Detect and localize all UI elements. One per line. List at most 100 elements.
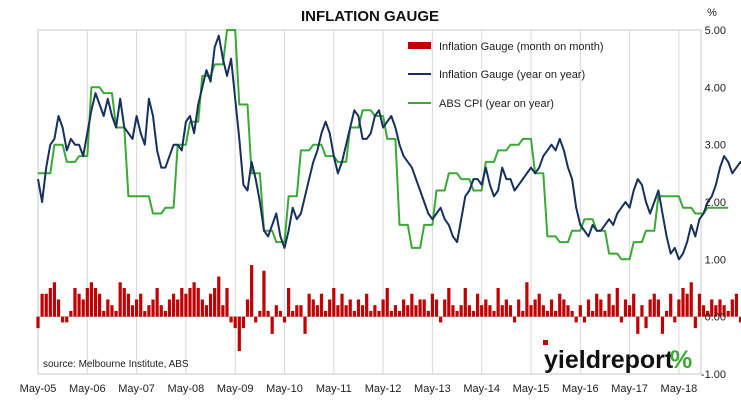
bar-month-on-month: [734, 293, 739, 317]
bar-month-on-month: [332, 288, 336, 317]
bar-month-on-month: [475, 293, 480, 317]
bar-month-on-month: [603, 310, 607, 317]
bar-month-on-month: [287, 288, 291, 317]
bar-month-on-month: [245, 299, 250, 317]
bar-month-on-month: [65, 316, 69, 323]
legend-label-gauge-year-on-year: Inflation Gauge (year on year): [439, 69, 585, 81]
year-on-year-lines: [37, 29, 741, 261]
month-on-month-bars: [36, 265, 741, 352]
bar-month-on-month: [258, 310, 262, 317]
bar-month-on-month: [512, 316, 517, 323]
bar-month-on-month: [61, 316, 65, 323]
bar-month-on-month: [180, 288, 184, 317]
bar-month-on-month: [204, 305, 209, 317]
bar-month-on-month: [196, 288, 200, 317]
logo-dot: [543, 340, 548, 345]
bar-month-on-month: [558, 293, 562, 317]
x-tick-label: May-05: [20, 383, 57, 395]
bar-month-on-month: [365, 293, 369, 317]
bar-month-on-month: [262, 270, 266, 317]
bar-month-on-month: [352, 310, 356, 317]
bar-month-on-month: [430, 293, 435, 317]
bar-month-on-month: [323, 310, 328, 317]
line-gauge-year-on-year: [37, 34, 741, 261]
bar-month-on-month: [114, 310, 118, 317]
bar-month-on-month: [56, 299, 61, 317]
bar-month-on-month: [636, 316, 640, 334]
bar-month-on-month: [615, 288, 619, 317]
bar-month-on-month: [632, 293, 636, 317]
bar-month-on-month: [492, 310, 496, 317]
bar-month-on-month: [77, 293, 81, 317]
bar-month-on-month: [439, 316, 443, 323]
y-tick-label: 0.00: [705, 312, 726, 324]
bar-month-on-month: [652, 293, 656, 317]
x-tick-label: May-18: [661, 383, 698, 395]
bar-month-on-month: [393, 305, 398, 317]
bar-month-on-month: [167, 299, 172, 317]
y-tick-label: 1.00: [705, 254, 726, 266]
bar-month-on-month: [402, 299, 406, 317]
bar-month-on-month: [459, 305, 463, 317]
bar-month-on-month: [422, 299, 426, 317]
bar-month-on-month: [533, 299, 537, 317]
bar-month-on-month: [500, 305, 504, 317]
bar-month-on-month: [241, 316, 246, 329]
bar-month-on-month: [233, 316, 237, 329]
bar-month-on-month: [738, 316, 741, 323]
bar-month-on-month: [303, 316, 307, 334]
bar-month-on-month: [566, 305, 570, 317]
bar-month-on-month: [307, 293, 311, 317]
line-abs-cpi-year-on-year: [38, 29, 729, 261]
bar-month-on-month: [344, 305, 348, 317]
bar-month-on-month: [599, 299, 603, 317]
bar-month-on-month: [282, 316, 287, 323]
x-tick-label: May-10: [266, 383, 303, 395]
bar-month-on-month: [660, 316, 665, 334]
y-tick-label: 3.00: [705, 140, 726, 152]
bar-month-on-month: [521, 310, 525, 317]
bar-month-on-month: [640, 305, 644, 317]
x-tick-label: May-09: [217, 383, 254, 395]
legend-label-abs-cpi: ABS CPI (year on year): [439, 98, 554, 110]
bar-month-on-month: [410, 293, 414, 317]
bar-month-on-month: [85, 288, 89, 317]
bar-month-on-month: [619, 316, 623, 323]
bar-month-on-month: [274, 305, 278, 317]
bar-month-on-month: [360, 305, 365, 317]
x-tick-label: May-13: [414, 383, 451, 395]
bar-month-on-month: [385, 288, 389, 317]
bar-month-on-month: [118, 282, 122, 317]
bar-month-on-month: [463, 288, 467, 317]
bar-month-on-month: [656, 299, 660, 317]
x-tick-label: May-08: [168, 383, 205, 395]
x-tick-label: May-12: [365, 383, 402, 395]
bar-month-on-month: [669, 293, 673, 317]
bar-month-on-month: [685, 293, 689, 317]
bar-month-on-month: [480, 305, 484, 317]
y-axis-tick-labels: -1.00 0.00 1.00 2.00 3.00 4.00 5.00: [701, 25, 726, 381]
bar-month-on-month: [443, 299, 447, 317]
bar-month-on-month: [414, 305, 418, 317]
bar-month-on-month: [44, 293, 48, 317]
bar-month-on-month: [504, 299, 508, 317]
bar-month-on-month: [541, 305, 545, 317]
x-axis-tick-labels: May-05 May-06 May-07 May-08 May-09 May-10 May-…: [20, 383, 698, 395]
bar-month-on-month: [471, 310, 476, 317]
bar-month-on-month: [69, 310, 73, 317]
bar-month-on-month: [574, 316, 578, 323]
bar-month-on-month: [159, 305, 163, 317]
bar-month-on-month: [714, 305, 718, 317]
bar-month-on-month: [706, 310, 710, 317]
source-note: source: Melbourne Institute, ABS: [43, 359, 189, 370]
bar-month-on-month: [484, 299, 488, 317]
bar-month-on-month: [81, 299, 85, 317]
bar-month-on-month: [299, 305, 303, 317]
bar-month-on-month: [270, 316, 274, 334]
bar-month-on-month: [722, 305, 726, 317]
bar-month-on-month: [208, 293, 213, 317]
bar-month-on-month: [106, 299, 110, 317]
legend-swatch-month-on-month: [408, 42, 431, 49]
bar-month-on-month: [213, 288, 217, 317]
bar-month-on-month: [139, 293, 143, 317]
